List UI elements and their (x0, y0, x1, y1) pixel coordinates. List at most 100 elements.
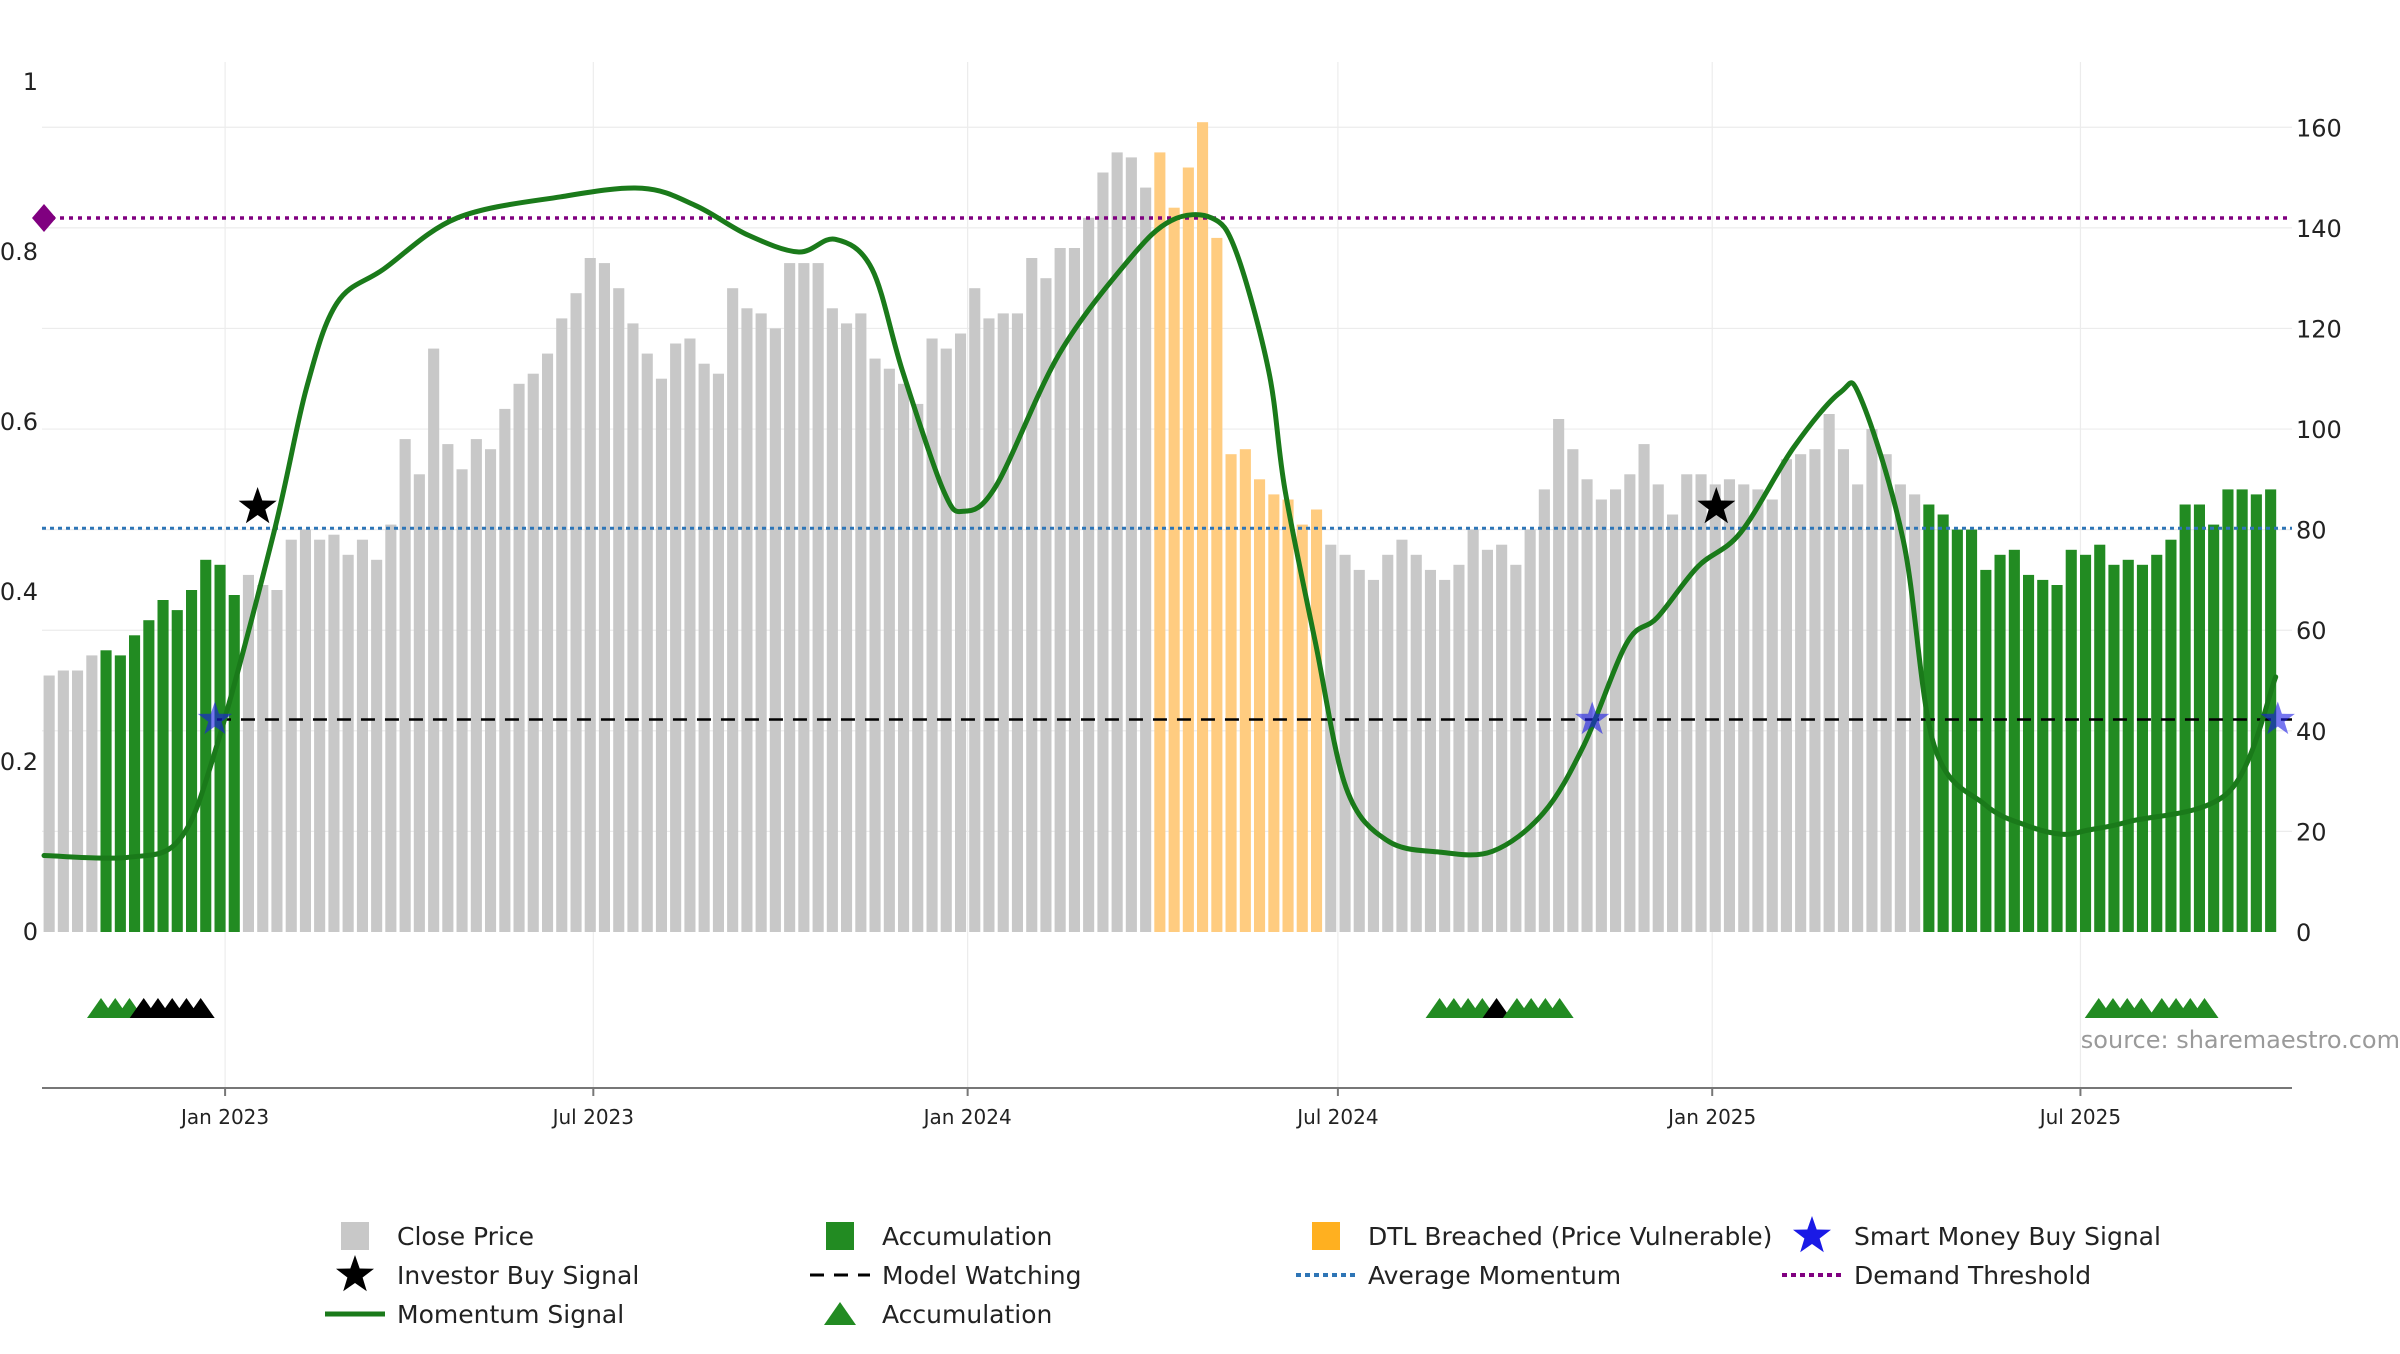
legend-label: Investor Buy Signal (397, 1261, 639, 1290)
axes: Jan 2023 Jul 2023 Jan 2024 Jul 2024 Jan 2025… (0, 68, 2342, 1129)
accumulation-bar (1937, 514, 1949, 932)
model-watching-triangle-icon (186, 998, 215, 1018)
close-price-bar (855, 313, 867, 932)
close-price-bar (299, 529, 311, 932)
close-price-bar (1396, 539, 1408, 932)
blue-star-icon (1793, 1216, 1831, 1253)
close-price-bar (1140, 187, 1152, 933)
close-price-bar (940, 348, 952, 933)
close-price-bar (1439, 579, 1451, 932)
close-price-bar (1638, 444, 1650, 932)
accumulation-bar (186, 590, 198, 932)
dtl-breached-bar (1282, 499, 1294, 932)
close-price-bar (1011, 313, 1023, 932)
close-price-bar (1652, 484, 1664, 932)
close-price-bar (442, 444, 454, 932)
dtl-breached-bar (1182, 167, 1194, 932)
close-price-bar (1382, 554, 1394, 932)
demand-threshold-marker (32, 204, 56, 232)
close-price-bar (1894, 484, 1906, 932)
accumulation-bar (100, 650, 112, 932)
dtl-breached-bar (1296, 524, 1308, 932)
left-tick-label: 0.8 (0, 238, 38, 266)
close-price-bar (784, 263, 796, 933)
close-price-bar (798, 263, 810, 933)
smart-money-star-icon (2260, 701, 2295, 735)
investor-buy-star-icon (1697, 487, 1736, 524)
x-tick-label: Jul 2024 (1295, 1105, 1378, 1129)
accumulation-bar (2265, 489, 2277, 932)
close-price-bar (613, 288, 625, 932)
close-price-bar (712, 373, 724, 932)
accumulation-bar (1966, 529, 1978, 932)
close-price-bar (1866, 429, 1878, 932)
momentum-line (41, 185, 2279, 861)
source-label: source: sharemaestro.com (2081, 1026, 2400, 1054)
close-price-bar (1567, 449, 1579, 932)
green-triangle-icon (824, 1302, 856, 1325)
gray-square-icon (341, 1222, 369, 1250)
close-price-bar (499, 408, 511, 932)
close-price-bar (1681, 474, 1693, 932)
accumulation-bar (129, 635, 141, 932)
close-price-bar (912, 403, 924, 932)
close-price-bar (1026, 258, 1038, 932)
left-tick-label: 1 (23, 68, 38, 96)
close-price-bar (72, 670, 84, 932)
x-tick-label: Jul 2025 (2038, 1105, 2121, 1129)
close-price-bar (1766, 499, 1778, 932)
model-watching-triangle-icon (1482, 998, 1511, 1018)
legend-label: Smart Money Buy Signal (1854, 1222, 2161, 1251)
close-price-bar (1097, 172, 1109, 932)
dtl-breached-bar (1168, 207, 1180, 932)
smart-money-star-icon (1575, 701, 1610, 735)
accumulation-bar (2051, 585, 2063, 932)
close-price-bar (1709, 484, 1721, 932)
accumulation-triangles (86, 998, 2219, 1018)
close-price-bar (285, 539, 297, 932)
accumulation-bar (157, 600, 169, 932)
close-price-bar (1610, 489, 1622, 932)
close-price-bar (741, 308, 753, 932)
close-price-bar (1723, 479, 1735, 932)
close-price-bar (1667, 514, 1679, 932)
close-price-bar (883, 368, 895, 932)
close-price-bar (242, 574, 254, 932)
accumulation-bar (1994, 554, 2006, 932)
close-price-bar (1510, 564, 1522, 932)
left-tick-label: 0.2 (0, 748, 38, 776)
right-tick-label: 0 (2296, 919, 2311, 947)
accumulation-bar (114, 655, 126, 932)
close-price-bar (1524, 529, 1536, 932)
close-price-bar (584, 258, 596, 932)
close-price-bar (769, 328, 781, 932)
close-price-bar (1367, 579, 1379, 932)
close-price-bar (727, 288, 739, 932)
close-price-bar (1325, 544, 1337, 932)
dtl-breached-bar (1254, 479, 1266, 932)
close-price-bar (413, 474, 425, 932)
close-price-bar (1752, 489, 1764, 932)
close-price-bar (955, 333, 967, 932)
x-tick-label: Jan 2023 (179, 1105, 269, 1129)
accumulation-bar (2222, 489, 2234, 932)
legend-item: Smart Money Buy Signal (1793, 1216, 2161, 1253)
close-price-bar (1040, 278, 1052, 932)
legend-item: Average Momentum (1296, 1261, 1621, 1290)
accumulation-bar (2165, 539, 2177, 932)
dtl-breached-bar (1239, 449, 1251, 932)
close-price-bar (1880, 454, 1892, 932)
legend-label: DTL Breached (Price Vulnerable) (1368, 1222, 1772, 1251)
close-price-bar (826, 308, 838, 932)
legend-item: Investor Buy Signal (336, 1255, 639, 1292)
accumulation-bar (2094, 544, 2106, 932)
smart-money-star-icon (197, 701, 232, 735)
black-star-icon (336, 1255, 374, 1292)
close-price-bar (1339, 554, 1351, 932)
legend-label: Close Price (397, 1222, 534, 1251)
accumulation-bar (2208, 524, 2220, 932)
close-price-bar (399, 439, 411, 932)
close-price-bar (1852, 484, 1864, 932)
orange-square-icon (1312, 1222, 1340, 1250)
